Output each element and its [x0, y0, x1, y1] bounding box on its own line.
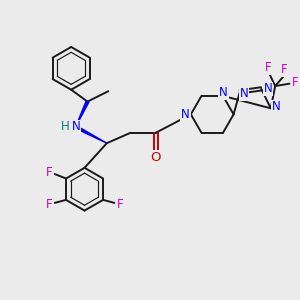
- Text: N: N: [272, 100, 280, 113]
- Text: N: N: [219, 86, 228, 99]
- Text: F: F: [46, 166, 52, 179]
- Text: O: O: [151, 151, 161, 164]
- Text: F: F: [281, 63, 287, 76]
- Text: N: N: [72, 120, 81, 133]
- Text: N: N: [263, 82, 272, 95]
- Text: N: N: [240, 87, 249, 100]
- Text: H: H: [61, 120, 70, 133]
- Text: F: F: [117, 198, 124, 211]
- Text: N: N: [181, 108, 190, 121]
- Polygon shape: [75, 125, 107, 143]
- Text: F: F: [292, 76, 299, 89]
- Text: F: F: [266, 61, 272, 74]
- Text: F: F: [46, 198, 52, 211]
- Polygon shape: [76, 101, 89, 127]
